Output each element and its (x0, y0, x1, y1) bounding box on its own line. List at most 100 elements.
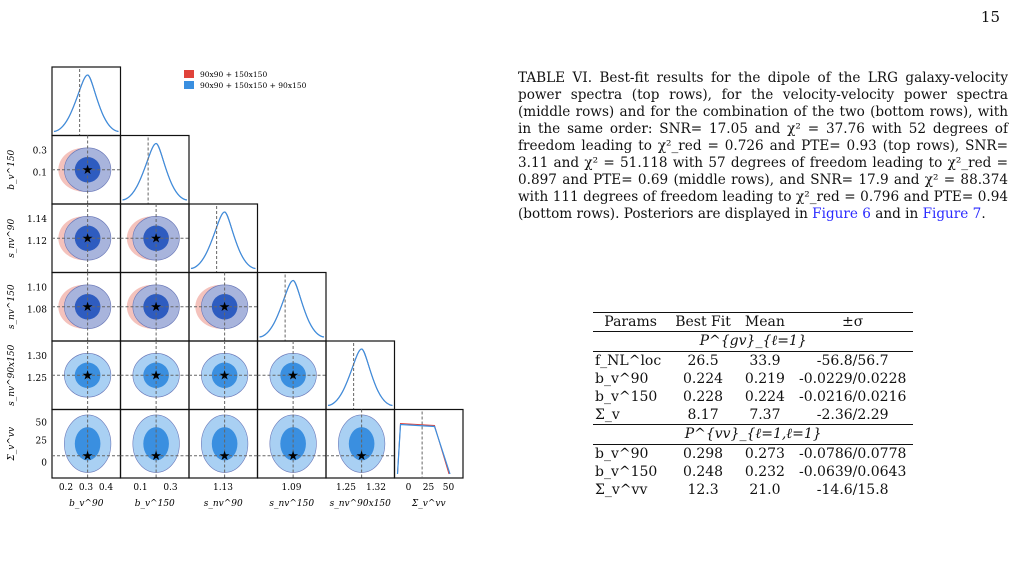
section-gv-title: P^{gv}_{ℓ=1} (593, 331, 914, 352)
panel-frame (119, 134, 190, 205)
best-fit-star: ★ (150, 368, 162, 383)
diag-curve-red (259, 279, 325, 338)
value-cell: 0.298 (683, 446, 724, 462)
figure-6-link[interactable]: Figure 6 (812, 206, 871, 222)
param-cell: b_v^90 (595, 371, 649, 387)
tick-label: 1.32 (366, 483, 386, 493)
diag-curve-red (53, 74, 119, 132)
diag-curve-red (190, 211, 256, 269)
tick-label: 1.25 (336, 483, 356, 493)
caption-mid: and in (870, 206, 923, 222)
caption-end: . (981, 206, 986, 222)
results-table: Params Best Fit Mean ±σ P^{gv}_{ℓ=1} f_N… (593, 312, 914, 499)
value-cell: 33.9 (749, 353, 781, 369)
best-fit-star: ★ (287, 449, 299, 464)
tick-label: 1.09 (281, 483, 301, 493)
panel-frame (188, 203, 259, 274)
figure-7-link[interactable]: Figure 7 (922, 206, 982, 222)
col-axis-label: b_v^90 (69, 499, 104, 509)
param-cell: b_v^90 (595, 446, 649, 462)
best-fit-star: ★ (356, 449, 368, 464)
tick-label: 1.12 (27, 237, 47, 247)
tick-label: 0.3 (33, 147, 48, 157)
row-axis-label: Σ_v^vv (7, 427, 17, 462)
row-axis-label: s_nv^90 (7, 218, 17, 257)
tick-label: 50 (36, 419, 48, 429)
tick-label: 0.1 (33, 169, 47, 179)
param-cell: b_v^150 (595, 464, 658, 480)
panel-frame (393, 408, 464, 479)
value-cell: 0.232 (744, 464, 785, 480)
value-cell: 0.224 (744, 389, 785, 405)
header-params: Params (593, 312, 669, 332)
legend-swatch-blue (184, 81, 194, 89)
header-mean: Mean (737, 312, 792, 332)
section-vv-row: P^{vv}_{ℓ=1,ℓ=1} (593, 424, 914, 445)
table-row: Σ_v^vv 12.3 21.0 -14.6/15.8 (593, 481, 913, 499)
header-sigma: ±σ (791, 312, 914, 332)
contour-inner (211, 427, 238, 461)
value-cell: -0.0639/0.0643 (798, 464, 907, 480)
table-row: b_v^150 0.228 0.224 -0.0216/0.0216 (593, 388, 913, 406)
tick-label: 1.14 (27, 215, 47, 225)
value-cell: 0.219 (744, 371, 785, 387)
value-cell: -0.0216/0.0216 (798, 389, 907, 405)
tick-label: 0.1 (133, 483, 147, 493)
diag-curve-blue (190, 211, 256, 270)
tick-label: 1.25 (27, 374, 47, 384)
col-axis-label: s_nv^90x150 (330, 499, 392, 509)
legend-label-2: 90x90 + 150x150 + 90x150 (200, 81, 307, 90)
value-cell: -56.8/56.7 (816, 353, 889, 369)
best-fit-star: ★ (82, 300, 94, 315)
param-cell: Σ_v^vv (595, 482, 648, 498)
best-fit-star: ★ (219, 300, 231, 315)
value-cell: -14.6/15.8 (816, 482, 889, 498)
best-fit-star: ★ (287, 368, 299, 383)
diag-curve-blue (327, 348, 393, 407)
tick-label: 0.3 (163, 483, 178, 493)
tick-label: 25 (423, 483, 435, 493)
legend-label-1: 90x90 + 150x150 (200, 70, 267, 79)
best-fit-star: ★ (219, 449, 231, 464)
contour-inner (74, 427, 101, 461)
tick-label: 50 (443, 483, 455, 493)
tick-label: 0.4 (99, 483, 114, 493)
table-row: Σ_v 8.17 7.37 -2.36/2.29 (593, 406, 913, 425)
best-fit-star: ★ (82, 163, 94, 178)
value-cell: 0.228 (683, 389, 724, 405)
value-cell: -2.36/2.29 (816, 407, 889, 423)
table-row: f_NL^loc 26.5 33.9 -56.8/56.7 (593, 352, 913, 371)
tick-label: 0.2 (59, 483, 73, 493)
value-cell: -0.0786/0.0778 (798, 446, 907, 462)
tick-label: 1.13 (213, 483, 233, 493)
value-cell: 0.224 (683, 371, 724, 387)
col-axis-label: Σ_v^vv (411, 499, 446, 509)
table-row: b_v^150 0.248 0.232 -0.0639/0.0643 (593, 463, 913, 481)
best-fit-star: ★ (150, 449, 162, 464)
legend-swatch-red (184, 70, 194, 78)
value-cell: -0.0229/0.0228 (798, 371, 907, 387)
tick-label: 25 (36, 437, 48, 447)
row-axis-label: b_v^150 (7, 149, 17, 189)
param-cell: b_v^150 (595, 389, 658, 405)
tick-label: 1.30 (27, 352, 47, 362)
contour-inner (143, 427, 169, 461)
row-axis-label: s_nv^90x150 (7, 344, 17, 406)
value-cell: 7.37 (749, 407, 781, 423)
tick-label: 1.08 (27, 306, 47, 316)
col-axis-label: s_nv^150 (269, 499, 314, 509)
diag-curve-blue (53, 74, 119, 133)
page-number: 15 (980, 8, 1000, 26)
table-header-row: Params Best Fit Mean ±σ (593, 312, 914, 332)
best-fit-star: ★ (150, 300, 162, 315)
tick-label: 0 (41, 459, 47, 469)
value-cell: 8.17 (687, 407, 719, 423)
param-cell: f_NL^loc (595, 353, 662, 369)
value-cell: 0.273 (744, 446, 785, 462)
best-fit-star: ★ (82, 449, 94, 464)
diag-curve-red (327, 348, 393, 406)
best-fit-star: ★ (82, 231, 94, 246)
diag-curve-blue (259, 279, 325, 338)
table-caption: TABLE VI. Best-fit results for the dipol… (518, 70, 1008, 223)
contour-inner (348, 427, 375, 461)
